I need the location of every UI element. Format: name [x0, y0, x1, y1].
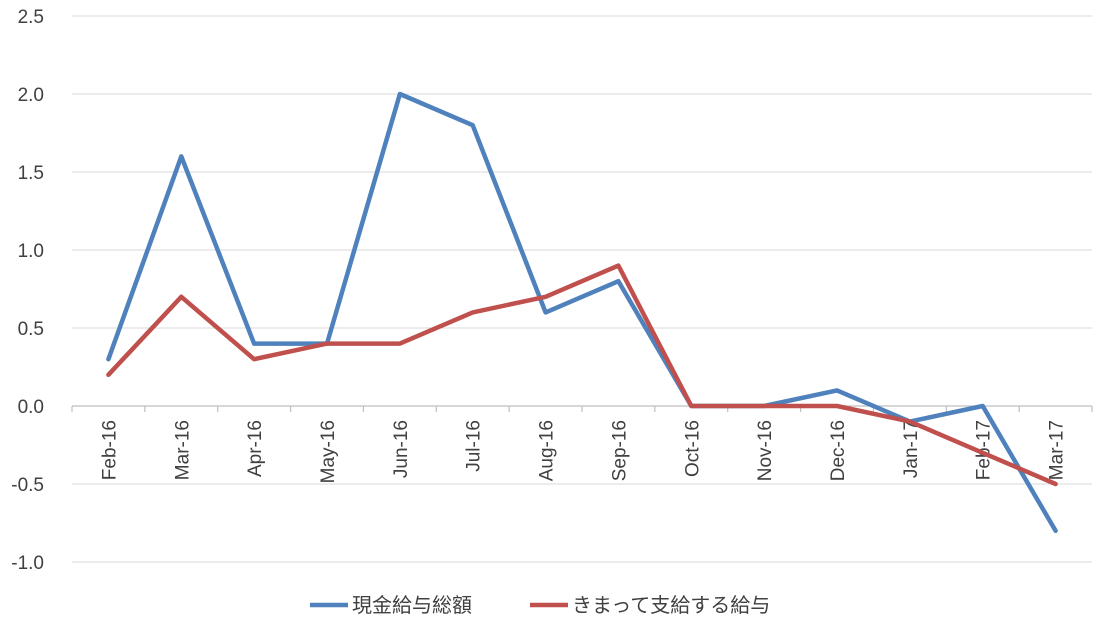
x-tick-label: May-16 — [318, 420, 339, 483]
x-tick-label: Nov-16 — [755, 420, 776, 481]
y-axis-tick-labels: 2.5 2.0 1.5 1.0 0.5 0.0 -0.5 -1.0 — [11, 7, 44, 574]
y-tick-label: -0.5 — [11, 475, 44, 496]
gridlines — [72, 15, 1092, 563]
x-tick-label: Sep-16 — [609, 420, 630, 481]
x-axis — [71, 405, 1093, 412]
x-tick-label: Apr-16 — [245, 420, 266, 477]
y-tick-label: -1.0 — [11, 553, 44, 574]
x-axis-tick-labels: Feb-16 Mar-16 Apr-16 May-16 Jun-16 Jul-16 Aug-… — [99, 420, 1067, 483]
x-tick-label: Jan-17 — [901, 420, 922, 478]
series-line-1 — [106, 91, 1058, 534]
x-tick-label: Mar-17 — [1047, 420, 1068, 480]
y-tick-label: 0.0 — [18, 397, 44, 418]
series-lines — [106, 91, 1058, 534]
y-tick-label: 2.5 — [18, 7, 44, 28]
y-tick-label: 1.0 — [18, 241, 44, 262]
y-tick-label: 2.0 — [18, 85, 44, 106]
x-tick-label: Feb-17 — [974, 420, 995, 480]
x-tick-label: Oct-16 — [682, 420, 703, 477]
y-tick-label: 0.5 — [18, 319, 44, 340]
x-tick-label: Jun-16 — [391, 420, 412, 478]
legend-label: 現金給与総額 — [352, 593, 472, 617]
series-line-2 — [106, 263, 1058, 487]
x-tick-label: Feb-16 — [99, 420, 120, 480]
x-tick-label: Dec-16 — [828, 420, 849, 481]
y-tick-label: 1.5 — [18, 163, 44, 184]
legend: 現金給与総額 きまって支給する給与 — [310, 593, 770, 617]
x-tick-label: Jul-16 — [464, 420, 485, 472]
x-tick-label: Mar-16 — [172, 420, 193, 480]
x-tick-label: Aug-16 — [537, 420, 558, 481]
legend-label: きまって支給する給与 — [572, 593, 770, 617]
